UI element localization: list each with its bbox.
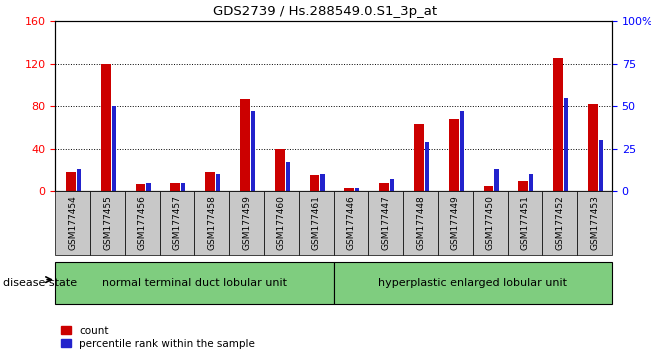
Bar (135, 184, 145, 191)
Text: GSM177447: GSM177447 (381, 196, 391, 250)
Bar (425, 142, 429, 191)
Bar (66, 172, 76, 191)
Bar (368, 191, 403, 255)
Bar (518, 181, 528, 191)
Bar (216, 174, 220, 191)
Bar (333, 262, 612, 304)
Bar (380, 183, 389, 191)
Text: GSM177453: GSM177453 (590, 195, 599, 251)
Bar (112, 106, 116, 191)
Bar (599, 140, 603, 191)
Text: GSM177446: GSM177446 (346, 196, 355, 250)
Text: GDS2739 / Hs.288549.0.S1_3p_at: GDS2739 / Hs.288549.0.S1_3p_at (214, 5, 437, 18)
Bar (251, 111, 255, 191)
Bar (390, 179, 394, 191)
Text: GSM177458: GSM177458 (208, 195, 216, 251)
Bar (508, 191, 542, 255)
Text: GSM177461: GSM177461 (312, 195, 321, 251)
Text: GSM177459: GSM177459 (242, 195, 251, 251)
Text: GSM177451: GSM177451 (520, 195, 529, 251)
Bar (299, 191, 333, 255)
Bar (588, 104, 598, 191)
Text: GSM177457: GSM177457 (173, 195, 182, 251)
Bar (159, 191, 195, 255)
Bar (542, 191, 577, 255)
Bar (125, 191, 159, 255)
Text: GSM177455: GSM177455 (103, 195, 112, 251)
Text: GSM177454: GSM177454 (68, 196, 77, 250)
Legend: count, percentile rank within the sample: count, percentile rank within the sample (61, 326, 255, 349)
Bar (449, 119, 458, 191)
Bar (355, 188, 359, 191)
Bar (146, 183, 150, 191)
Bar (484, 186, 493, 191)
Text: GSM177456: GSM177456 (138, 195, 147, 251)
Bar (275, 149, 284, 191)
Bar (403, 191, 438, 255)
Bar (195, 191, 229, 255)
Bar (529, 174, 533, 191)
Bar (101, 64, 111, 191)
Text: disease state: disease state (3, 278, 77, 288)
Bar (310, 175, 320, 191)
Bar (577, 191, 612, 255)
Bar (333, 191, 368, 255)
Bar (320, 174, 325, 191)
Bar (494, 169, 499, 191)
Bar (564, 98, 568, 191)
Bar (181, 183, 186, 191)
Text: GSM177449: GSM177449 (451, 196, 460, 250)
Bar (55, 191, 90, 255)
Text: normal terminal duct lobular unit: normal terminal duct lobular unit (102, 278, 287, 288)
Text: GSM177448: GSM177448 (416, 196, 425, 250)
Bar (553, 58, 563, 191)
Text: GSM177452: GSM177452 (555, 196, 564, 250)
Bar (438, 191, 473, 255)
Bar (240, 99, 250, 191)
Bar (171, 183, 180, 191)
Bar (473, 191, 508, 255)
Text: hyperplastic enlarged lobular unit: hyperplastic enlarged lobular unit (378, 278, 567, 288)
Text: GSM177460: GSM177460 (277, 195, 286, 251)
Bar (55, 262, 333, 304)
Bar (414, 124, 424, 191)
Bar (229, 191, 264, 255)
Bar (460, 111, 464, 191)
Bar (264, 191, 299, 255)
Text: GSM177450: GSM177450 (486, 195, 495, 251)
Bar (205, 172, 215, 191)
Bar (344, 188, 354, 191)
Bar (286, 162, 290, 191)
Bar (77, 169, 81, 191)
Bar (90, 191, 125, 255)
